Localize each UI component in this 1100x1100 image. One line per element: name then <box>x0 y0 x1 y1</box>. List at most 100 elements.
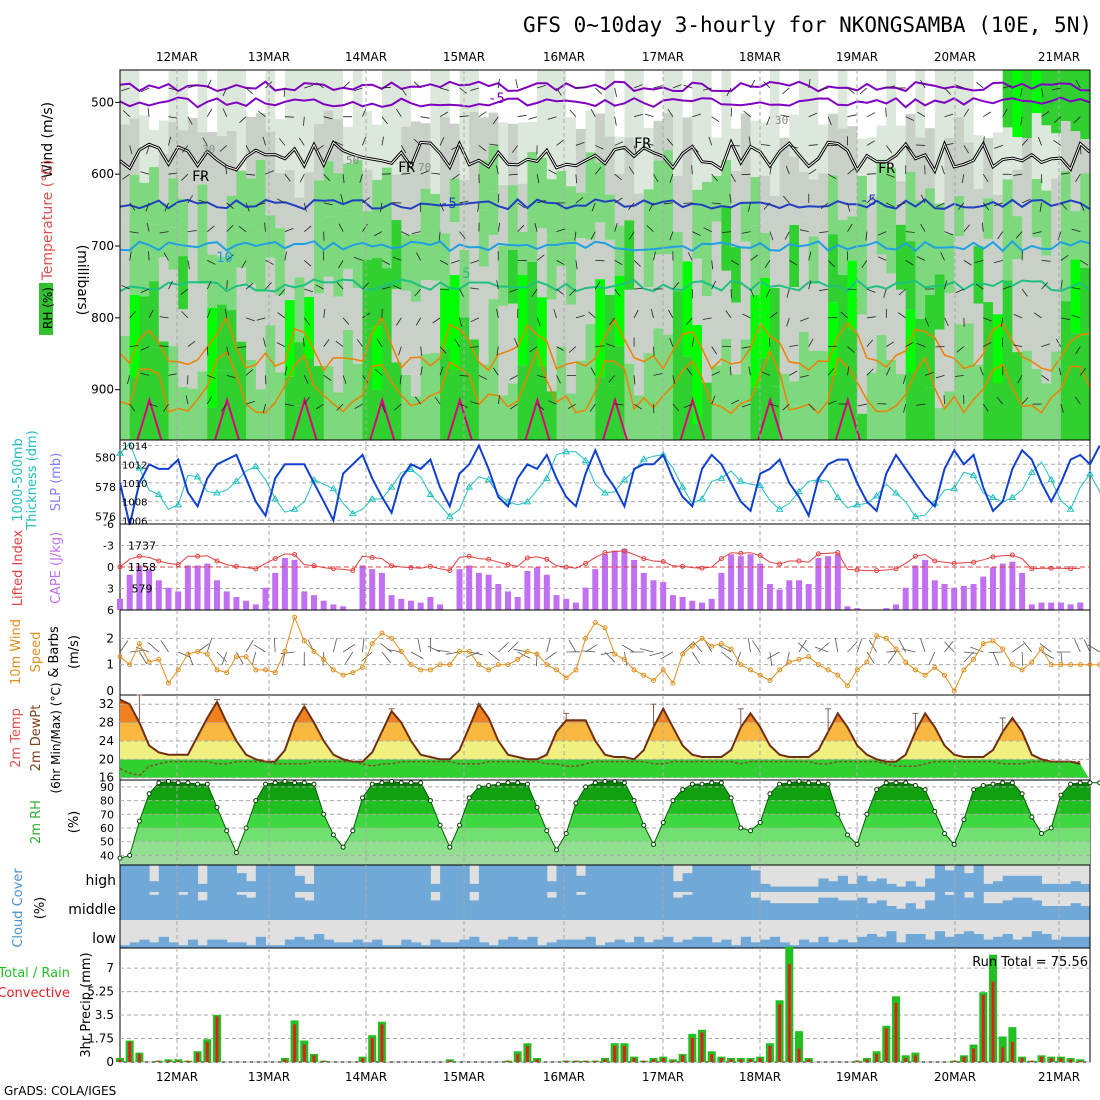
rh-cell <box>983 376 994 440</box>
cloud-bar <box>857 936 868 948</box>
precip-conv-bar <box>1049 1057 1053 1062</box>
rh-marker <box>583 784 589 790</box>
cloud-bar <box>343 865 354 892</box>
cloud-bar <box>1041 934 1052 948</box>
rh-cell <box>314 70 325 125</box>
rh-cell <box>294 342 305 406</box>
surface-wind-barb <box>621 644 635 653</box>
cloud-bar <box>983 903 994 920</box>
rh-cell <box>362 70 373 111</box>
rh-cell <box>721 270 732 339</box>
rh-cell <box>731 247 742 303</box>
wind-barb <box>614 222 618 232</box>
cloud-bar <box>876 878 887 892</box>
wind-speed-marker <box>457 649 462 654</box>
rh-cell <box>255 159 266 231</box>
cloud-bar <box>158 892 169 920</box>
surface-wind-barb <box>488 651 500 662</box>
cloud-bar <box>294 875 305 892</box>
precip-conv-bar <box>176 1060 180 1062</box>
cloud-bar <box>430 883 441 892</box>
wind-barb <box>1071 228 1081 233</box>
wind-barb <box>459 231 466 239</box>
wind-barb <box>381 260 391 265</box>
precip-conv-bar <box>710 1053 714 1062</box>
wind-speed-marker <box>282 649 288 654</box>
rh-cell <box>449 178 460 223</box>
wind-barb <box>1071 314 1081 319</box>
wind-speed-marker <box>806 654 812 660</box>
rh-cell <box>663 113 674 151</box>
cloud-bar <box>391 945 402 948</box>
thickness-marker <box>639 455 648 462</box>
wind-speed-marker <box>786 659 792 665</box>
cloud-bar <box>517 892 528 920</box>
cloud-bar <box>585 865 596 892</box>
cape-bar <box>970 584 977 610</box>
wind-barb <box>459 317 462 327</box>
cloud-bar <box>139 939 150 948</box>
wind-speed-marker <box>1077 662 1083 668</box>
contour-label: 30 <box>775 114 788 127</box>
rh-cell <box>401 161 412 235</box>
precip-conv-bar <box>613 1045 617 1062</box>
temp-tick-label: 32 <box>99 697 114 711</box>
rh-cell <box>158 70 169 121</box>
wind-barb <box>1002 108 1008 117</box>
wind-speed-marker <box>301 638 307 644</box>
wind-barb <box>496 165 499 175</box>
wind-barb <box>789 344 799 347</box>
rh-cell <box>1060 70 1072 121</box>
wind-barb <box>373 231 383 237</box>
cape-bar <box>194 565 201 610</box>
wind-barb <box>284 173 291 182</box>
rh-cell <box>1022 220 1033 269</box>
rh-marker <box>699 781 705 787</box>
wind-barb <box>225 165 228 175</box>
wind-barb <box>334 141 344 146</box>
rh-cell <box>702 382 713 440</box>
cloud-bar <box>828 897 839 920</box>
cloud-level-label: middle <box>68 902 116 918</box>
rh-cell <box>575 360 587 440</box>
li-marker <box>815 551 821 557</box>
surface-wind-barb <box>901 648 916 653</box>
wind-barb <box>769 312 778 319</box>
cloud-bar <box>149 942 160 948</box>
cloud-bar <box>973 865 984 892</box>
cloud-bar <box>459 939 470 948</box>
wind-barb <box>896 202 906 206</box>
rh-cell <box>643 70 654 128</box>
wind-barb <box>303 202 307 212</box>
rh-cell <box>430 139 441 194</box>
cloud-bar <box>1080 883 1091 892</box>
cape-bar <box>621 548 628 610</box>
cloud-bar <box>265 892 276 920</box>
rh-cell <box>828 234 839 303</box>
wind-barb <box>866 339 874 347</box>
thickness-marker <box>795 487 803 495</box>
wind-barb <box>568 346 577 353</box>
wind-barb <box>146 222 150 232</box>
precip-conv-bar <box>652 1059 655 1062</box>
wind-barb <box>691 165 693 175</box>
rh-cell <box>129 174 140 235</box>
surface-wind-barb <box>721 651 733 662</box>
wind-barb <box>847 168 855 175</box>
wind-speed-marker <box>437 662 443 668</box>
surface-wind-barb <box>517 651 531 659</box>
rh-marker <box>845 832 850 838</box>
wind-barb <box>497 193 500 203</box>
cape-bar <box>718 572 725 610</box>
rh-cell <box>149 347 160 440</box>
wind-barb <box>303 116 305 126</box>
wind-barb <box>827 116 832 126</box>
cape-bar <box>233 597 240 610</box>
rh-cell <box>226 310 237 371</box>
wind-barb <box>381 403 386 413</box>
rh-cell <box>546 299 557 392</box>
rh-cell <box>314 366 325 440</box>
rh-cell <box>1051 70 1062 134</box>
cloud-bar <box>401 892 412 920</box>
rh-marker <box>272 780 278 786</box>
